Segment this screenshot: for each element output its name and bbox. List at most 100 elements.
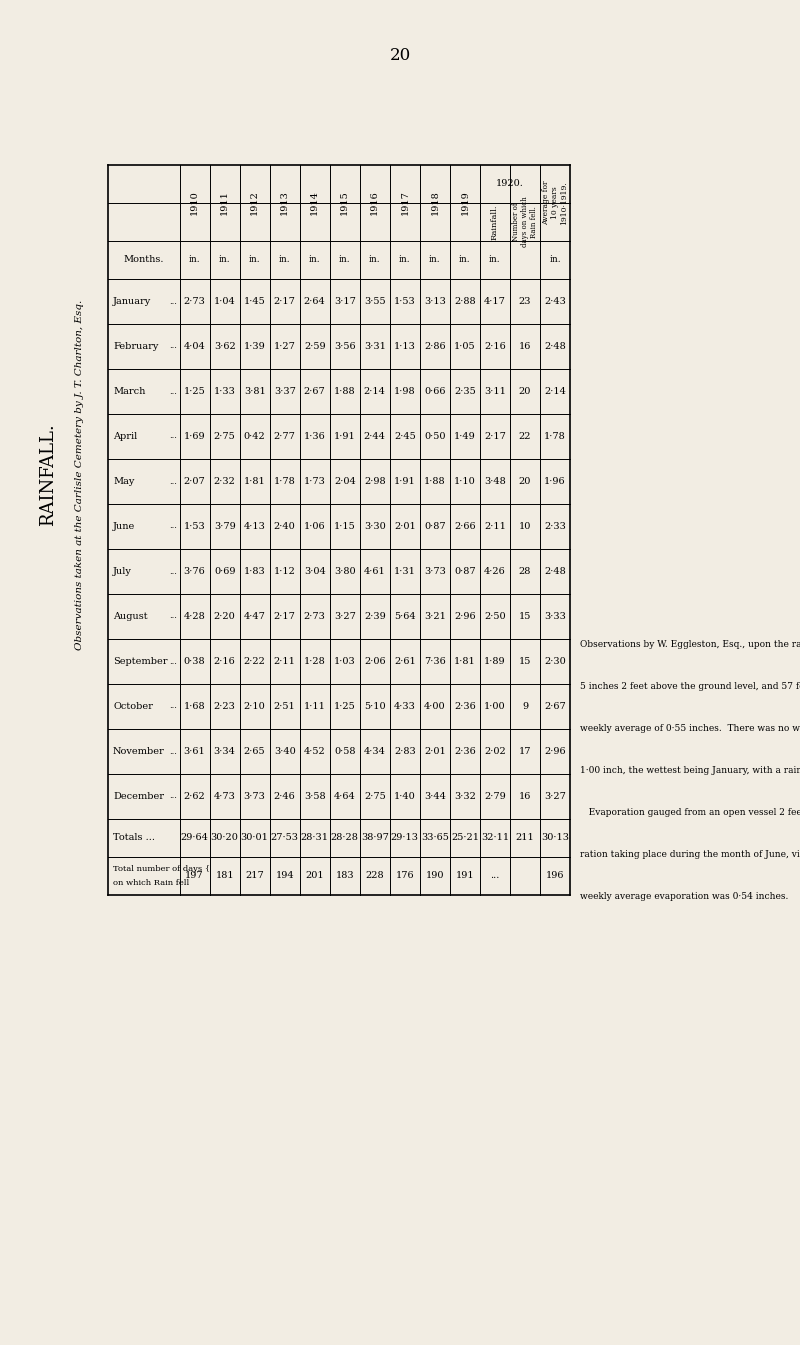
- Text: 1·06: 1·06: [304, 522, 326, 531]
- Text: 201: 201: [306, 872, 324, 881]
- Text: December: December: [113, 792, 164, 802]
- Text: 1·53: 1·53: [394, 297, 416, 307]
- Text: 1·00 inch, the wettest being January, with a rainfall of 3·17 inches.: 1·00 inch, the wettest being January, wi…: [580, 767, 800, 775]
- Text: RAINFALL.: RAINFALL.: [39, 424, 57, 526]
- Text: 0·42: 0·42: [244, 432, 266, 441]
- Text: 2·17: 2·17: [484, 432, 506, 441]
- Text: 2·59: 2·59: [304, 342, 326, 351]
- Text: 4·33: 4·33: [394, 702, 416, 712]
- Text: 2·46: 2·46: [274, 792, 295, 802]
- Text: 32·11: 32·11: [481, 834, 509, 842]
- Text: 1918: 1918: [430, 191, 439, 215]
- Text: 1·53: 1·53: [184, 522, 206, 531]
- Text: 1·25: 1·25: [334, 702, 356, 712]
- Text: ...: ...: [169, 297, 177, 305]
- Text: 1·33: 1·33: [214, 387, 235, 395]
- Text: 4·28: 4·28: [184, 612, 206, 621]
- Text: ...: ...: [169, 748, 177, 756]
- Text: 2·10: 2·10: [244, 702, 266, 712]
- Text: 1·83: 1·83: [244, 568, 266, 576]
- Text: 1·78: 1·78: [544, 432, 566, 441]
- Text: Number of
days on which
Rain fell.: Number of days on which Rain fell.: [512, 196, 538, 247]
- Text: June: June: [113, 522, 135, 531]
- Text: 4·61: 4·61: [364, 568, 386, 576]
- Text: 1·25: 1·25: [184, 387, 206, 395]
- Text: 1·31: 1·31: [394, 568, 416, 576]
- Text: 1·73: 1·73: [304, 477, 326, 486]
- Text: 2·48: 2·48: [544, 342, 566, 351]
- Text: Observations by W. Eggleston, Esq., upon the rainfall at Denton Holme Allotment : Observations by W. Eggleston, Esq., upon…: [580, 640, 800, 650]
- Text: 183: 183: [335, 872, 354, 881]
- Text: 2·07: 2·07: [184, 477, 206, 486]
- Text: 1·27: 1·27: [274, 342, 296, 351]
- Text: 2·65: 2·65: [244, 746, 266, 756]
- Text: 176: 176: [395, 872, 414, 881]
- Text: October: October: [113, 702, 153, 712]
- Text: November: November: [113, 746, 165, 756]
- Text: 3·27: 3·27: [334, 612, 356, 621]
- Text: ...: ...: [169, 568, 177, 576]
- Text: 1910: 1910: [190, 191, 199, 215]
- Text: 2·32: 2·32: [214, 477, 235, 486]
- Text: 0·38: 0·38: [184, 656, 206, 666]
- Text: 3·04: 3·04: [304, 568, 326, 576]
- Text: in.: in.: [369, 256, 381, 265]
- Text: 3·32: 3·32: [454, 792, 476, 802]
- Text: 1·81: 1·81: [244, 477, 266, 486]
- Text: 197: 197: [186, 872, 204, 881]
- Text: in.: in.: [399, 256, 410, 265]
- Text: 1·12: 1·12: [274, 568, 296, 576]
- Text: 2·75: 2·75: [214, 432, 235, 441]
- Text: 2·66: 2·66: [454, 522, 476, 531]
- Text: 2·83: 2·83: [394, 746, 416, 756]
- Text: 2·01: 2·01: [424, 746, 446, 756]
- Text: weekly average of 0·55 inches.  There was no week without rainfall.  The driest : weekly average of 0·55 inches. There was…: [580, 724, 800, 733]
- Text: 1912: 1912: [250, 191, 259, 215]
- Text: 3·17: 3·17: [334, 297, 356, 307]
- Text: 1913: 1913: [280, 191, 290, 215]
- Text: September: September: [113, 656, 167, 666]
- Text: 2·14: 2·14: [364, 387, 386, 395]
- Text: 211: 211: [515, 834, 534, 842]
- Text: Evaporation gauged from an open vessel 2 feet above the ground level during the : Evaporation gauged from an open vessel 2…: [580, 808, 800, 816]
- Text: 2·62: 2·62: [184, 792, 206, 802]
- Text: 1·88: 1·88: [334, 387, 355, 395]
- Text: ...: ...: [169, 658, 177, 666]
- Text: in.: in.: [219, 256, 230, 265]
- Text: 1·91: 1·91: [334, 432, 356, 441]
- Text: 191: 191: [455, 872, 474, 881]
- Text: 2·77: 2·77: [274, 432, 296, 441]
- Text: 2·36: 2·36: [454, 746, 476, 756]
- Text: 1·78: 1·78: [274, 477, 295, 486]
- Text: 2·79: 2·79: [484, 792, 506, 802]
- Text: 2·20: 2·20: [214, 612, 235, 621]
- Text: 25·21: 25·21: [451, 834, 479, 842]
- Text: 22: 22: [518, 432, 531, 441]
- Text: 3·27: 3·27: [544, 792, 566, 802]
- Text: 2·36: 2·36: [454, 702, 476, 712]
- Text: 2·73: 2·73: [304, 612, 326, 621]
- Text: 28·28: 28·28: [331, 834, 358, 842]
- Text: in.: in.: [429, 256, 441, 265]
- Text: 228: 228: [366, 872, 384, 881]
- Text: 2·04: 2·04: [334, 477, 356, 486]
- Text: 2·96: 2·96: [544, 746, 566, 756]
- Text: 10: 10: [518, 522, 531, 531]
- Text: 3·33: 3·33: [544, 612, 566, 621]
- Text: 1·68: 1·68: [184, 702, 206, 712]
- Text: 2·88: 2·88: [454, 297, 476, 307]
- Text: 23: 23: [518, 297, 531, 307]
- Text: 5·10: 5·10: [364, 702, 386, 712]
- Text: March: March: [113, 387, 146, 395]
- Text: 2·75: 2·75: [364, 792, 386, 802]
- Text: 2·16: 2·16: [484, 342, 506, 351]
- Text: 2·17: 2·17: [274, 297, 296, 307]
- Text: Observations taken at the Carlisle Cemetery by J. T. Charlton, Esq.: Observations taken at the Carlisle Cemet…: [75, 300, 85, 650]
- Text: 0·69: 0·69: [214, 568, 235, 576]
- Text: 3·48: 3·48: [484, 477, 506, 486]
- Text: 9: 9: [522, 702, 528, 712]
- Text: 3·30: 3·30: [364, 522, 386, 531]
- Text: 1911: 1911: [220, 191, 229, 215]
- Text: 4·64: 4·64: [334, 792, 356, 802]
- Text: ...: ...: [169, 702, 177, 710]
